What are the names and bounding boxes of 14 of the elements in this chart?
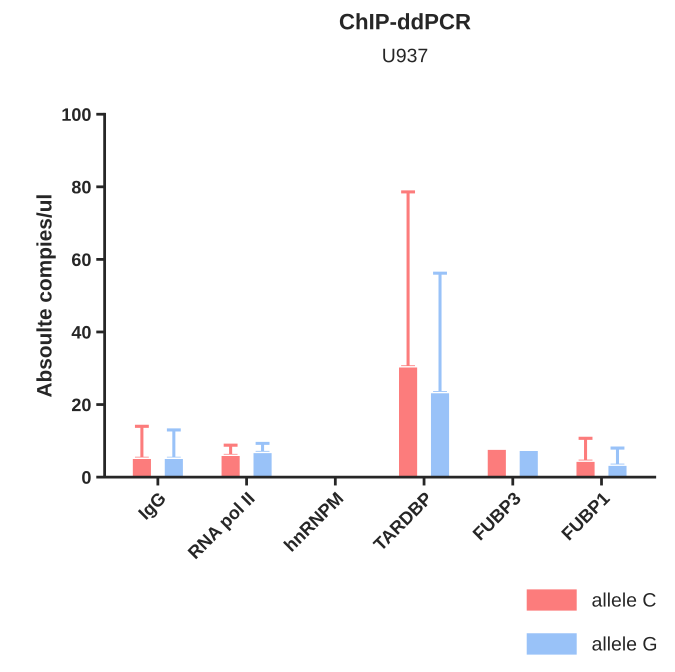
y-tick-label: 40 xyxy=(72,326,91,339)
legend-label: allele G xyxy=(592,636,656,651)
bar xyxy=(518,450,540,478)
y-tick-label: 20 xyxy=(72,398,91,412)
y-tick-label: 80 xyxy=(72,180,91,194)
y-axis-title: Absoulte compies/ul xyxy=(36,195,56,398)
bar xyxy=(486,448,508,478)
x-tick-label: IgG xyxy=(138,491,169,523)
chart-title: ChIP-ddPCR xyxy=(340,13,471,30)
y-tick-label: 100 xyxy=(62,108,91,121)
chart-subtitle: U937 xyxy=(383,48,428,62)
y-tick-label: 60 xyxy=(72,253,91,266)
legend-label: allele C xyxy=(592,592,656,607)
y-tick-label: 0 xyxy=(82,471,91,484)
